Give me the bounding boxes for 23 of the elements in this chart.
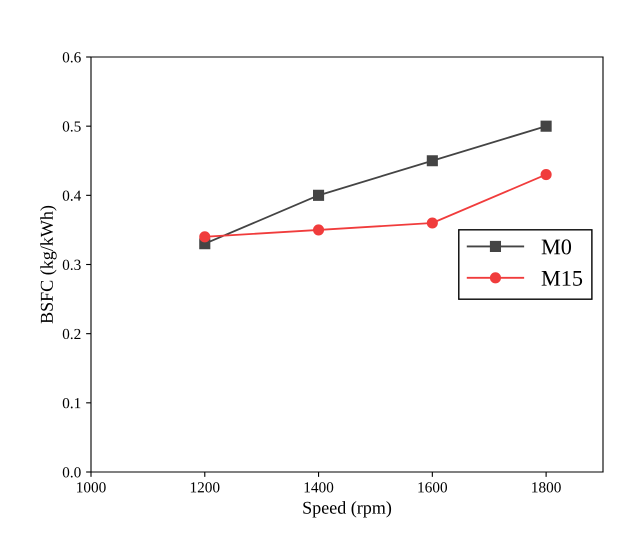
point xyxy=(199,231,210,242)
x-tick-label: 1000 xyxy=(77,482,106,492)
y-tick-label: 0.2 xyxy=(62,328,80,340)
y-tick-label: 0.5 xyxy=(62,121,81,132)
x-tick-label: 1200 xyxy=(190,482,220,492)
y-tick-label: 0.4 xyxy=(62,190,82,201)
point xyxy=(426,217,438,229)
point xyxy=(313,190,324,201)
legend-label: M15 xyxy=(542,270,582,286)
legend-label: M0 xyxy=(542,239,572,254)
y-tick-label: 0.0 xyxy=(62,467,81,478)
y-tick-label: 0.3 xyxy=(62,260,81,270)
x-tick-label: 1600 xyxy=(418,482,448,492)
point xyxy=(540,169,552,180)
x-tick-label: 1800 xyxy=(532,482,561,492)
point xyxy=(540,120,552,132)
y-axis-title: BSFC (kg/kWh) xyxy=(40,206,57,324)
y-tick-label: 0.1 xyxy=(62,398,80,408)
point xyxy=(426,155,438,166)
point xyxy=(313,224,324,236)
x-axis-title: Speed (rpm) xyxy=(303,501,392,518)
x-tick-label: 1400 xyxy=(304,482,334,492)
y-tick-label: 0.6 xyxy=(62,52,81,63)
